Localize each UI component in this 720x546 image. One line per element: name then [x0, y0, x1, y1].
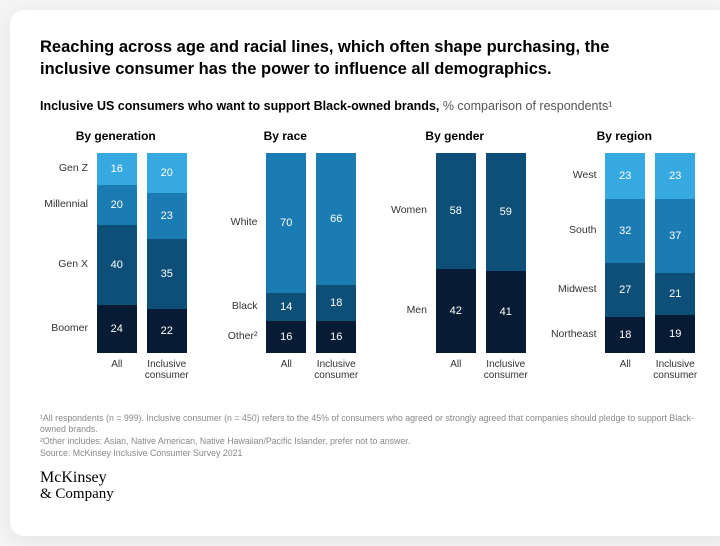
footnote-2: ²Other includes: Asian, Native American,…: [40, 436, 700, 448]
bar-segment: 23: [655, 153, 695, 199]
bar-segment: 14: [266, 293, 306, 321]
bar-segment: 18: [316, 285, 356, 321]
panel-body: Gen ZMillennialGen XBoomer16204024All202…: [40, 153, 192, 399]
charts-row: By generation Gen Z Millennial Gen X Boomer 1…: [40, 129, 700, 399]
bar-segment: 27: [605, 263, 645, 317]
bar-segment: 19: [655, 315, 695, 353]
stacked-bar: 20233522: [147, 153, 187, 353]
footnotes: ¹All respondents (n = 999). Inclusive co…: [40, 413, 700, 461]
panel-body: WestSouthMidwestNortheast23322718All2337…: [549, 153, 701, 399]
bar: 23322718All: [605, 153, 645, 399]
bar-label: All: [259, 359, 313, 371]
segment-label: Other²: [228, 331, 258, 343]
stacked-bar: 701416: [266, 153, 306, 353]
bar-label: All: [598, 359, 652, 371]
bar-segment: 35: [147, 239, 187, 309]
bar-label: Inclusive consumer: [140, 359, 194, 382]
stacked-bar: 23372119: [655, 153, 695, 353]
segment-label: Black: [232, 301, 258, 313]
bars: 701416All661816Inclusive consumer: [262, 153, 362, 399]
panel-title: By race: [210, 129, 362, 143]
chart-card: Reaching across age and racial lines, wh…: [10, 10, 720, 536]
segment-label: Gen X: [58, 259, 88, 271]
panel-body: WomenMen5842All5941Inclusive consumer: [379, 153, 531, 399]
bar-segment: 20: [97, 185, 137, 225]
panel-title: By gender: [379, 129, 531, 143]
chart-panel: By raceWhiteBlackOther²701416All661816In…: [210, 129, 362, 399]
segment-label: South: [569, 225, 596, 237]
panel-body: WhiteBlackOther²701416All661816Inclusive…: [210, 153, 362, 399]
bar-segment: 24: [97, 305, 137, 353]
stacked-bar: 5941: [486, 153, 526, 353]
logo-line2: & Company: [40, 487, 700, 503]
bar-segment: 18: [605, 317, 645, 353]
bar: 5842All: [436, 153, 476, 399]
bar-segment: 16: [316, 321, 356, 353]
bar: 23372119Inclusive consumer: [655, 153, 695, 399]
headline: Reaching across age and racial lines, wh…: [40, 36, 640, 81]
subhead: Inclusive US consumers who want to suppo…: [40, 99, 700, 113]
chart-panel: By genderWomenMen5842All5941Inclusive co…: [379, 129, 531, 399]
segment-labels: Women Men: [379, 153, 431, 353]
stacked-bar: 16204024: [97, 153, 137, 353]
source-line: Source: McKinsey Inclusive Consumer Surv…: [40, 448, 700, 460]
bar-segment: 66: [316, 153, 356, 285]
bar-label: All: [429, 359, 483, 371]
stacked-bar: 23322718: [605, 153, 645, 353]
subhead-bold: Inclusive US consumers who want to suppo…: [40, 99, 439, 113]
bar-segment: 58: [436, 153, 476, 269]
subhead-light: % comparison of respondents¹: [439, 99, 612, 113]
segment-labels: White Black Other²: [210, 153, 262, 353]
bar-segment: 40: [97, 225, 137, 305]
segment-label: Boomer: [51, 323, 88, 335]
bar-segment: 22: [147, 309, 187, 353]
segment-label: West: [573, 170, 597, 182]
bar: 661816Inclusive consumer: [316, 153, 356, 399]
stacked-bar: 661816: [316, 153, 356, 353]
panel-title: By region: [549, 129, 701, 143]
bar-segment: 16: [266, 321, 306, 353]
segment-labels: Gen Z Millennial Gen X Boomer: [40, 153, 92, 353]
mckinsey-logo: McKinsey & Company: [40, 470, 700, 503]
bar: 16204024All: [97, 153, 137, 399]
bar-segment: 23: [605, 153, 645, 199]
bar-label: Inclusive consumer: [309, 359, 363, 382]
segment-label: Millennial: [44, 199, 88, 211]
bar-segment: 59: [486, 153, 526, 271]
bar-label: Inclusive consumer: [479, 359, 533, 382]
bar-segment: 37: [655, 199, 695, 273]
bars: 16204024All20233522Inclusive consumer: [92, 153, 192, 399]
bar: 5941Inclusive consumer: [486, 153, 526, 399]
bar-label: Inclusive consumer: [648, 359, 702, 382]
chart-panel: By region West South Midwest Northeast 233227…: [549, 129, 701, 399]
segment-label: Men: [407, 305, 427, 317]
segment-label: Midwest: [558, 284, 597, 296]
bar-segment: 23: [147, 193, 187, 239]
bar: 701416All: [266, 153, 306, 399]
logo-line1: McKinsey: [40, 469, 107, 486]
segment-label: Northeast: [551, 329, 597, 341]
bar-segment: 21: [655, 273, 695, 315]
bar-segment: 41: [486, 271, 526, 353]
footnote-1: ¹All respondents (n = 999). Inclusive co…: [40, 413, 700, 437]
bar: 20233522Inclusive consumer: [147, 153, 187, 399]
bar-segment: 32: [605, 199, 645, 263]
segment-label: White: [231, 217, 258, 229]
chart-panel: By generation Gen Z Millennial Gen X Boomer 1…: [40, 129, 192, 399]
segment-label: Gen Z: [59, 163, 88, 175]
bars: 23322718All23372119Inclusive consumer: [601, 153, 701, 399]
bar-segment: 16: [97, 153, 137, 185]
bar-label: All: [90, 359, 144, 371]
bar-segment: 70: [266, 153, 306, 293]
bars: 5842All5941Inclusive consumer: [431, 153, 531, 399]
stacked-bar: 5842: [436, 153, 476, 353]
panel-title: By generation: [40, 129, 192, 143]
bar-segment: 42: [436, 269, 476, 353]
bar-segment: 20: [147, 153, 187, 193]
segment-labels: West South Midwest Northeast: [549, 153, 601, 353]
segment-label: Women: [391, 205, 427, 217]
